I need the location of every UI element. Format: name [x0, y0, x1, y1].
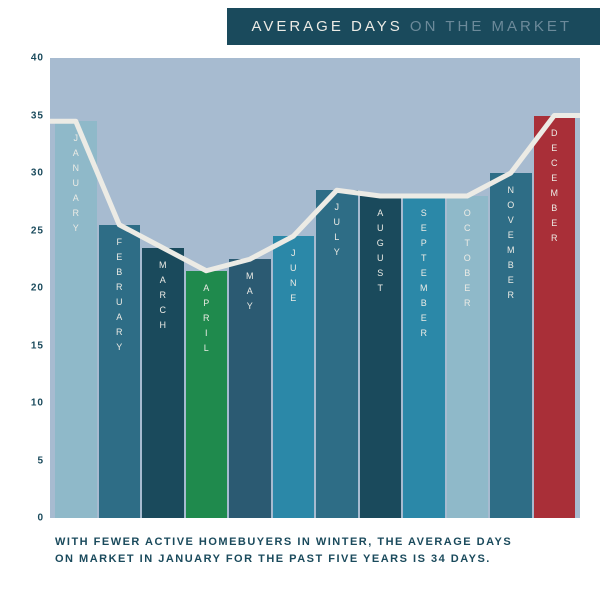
bar: OCTOBER	[447, 196, 489, 518]
bar-label: NOVEMBER	[506, 185, 516, 305]
y-tick: 0	[37, 513, 44, 524]
bar-label: JULY	[332, 202, 342, 262]
bar: SEPTEMBER	[403, 196, 445, 518]
caption: With fewer active homebuyers in winter, …	[55, 534, 535, 567]
y-tick: 10	[31, 398, 44, 409]
y-axis: 0510152025303540	[20, 58, 50, 518]
bar-label: DECEMBER	[549, 128, 559, 248]
bars-container: JANUARY FEBRUARY MARCH APRIL MAY JUNE JULY AUGU…	[50, 58, 580, 518]
bar-label: OCTOBER	[462, 208, 472, 313]
bar: JUNE	[273, 236, 315, 518]
title-part-b: ON THE MARKET	[410, 18, 572, 35]
y-tick: 40	[31, 53, 44, 64]
chart-title-banner: AVERAGE DAYS ON THE MARKET	[227, 8, 600, 45]
y-tick: 35	[31, 110, 44, 121]
bar-label: APRIL	[201, 283, 211, 358]
chart: 0510152025303540 JANUARYFEBRUARYMARCHAPR…	[20, 58, 580, 518]
bar: AUGUST	[360, 196, 402, 518]
title-part-a: AVERAGE DAYS	[251, 18, 402, 35]
y-tick: 30	[31, 168, 44, 179]
bar-label: JUNE	[288, 248, 298, 308]
bar: MAY	[229, 259, 271, 518]
bar: FEBRUARY	[99, 225, 141, 518]
bar-label: AUGUST	[375, 208, 385, 298]
bar: APRIL	[186, 271, 228, 518]
bar-label: MAY	[245, 271, 255, 316]
bar: NOVEMBER	[490, 173, 532, 518]
bar: DECEMBER	[534, 116, 576, 519]
bar-label: MARCH	[158, 260, 168, 335]
y-tick: 5	[37, 455, 44, 466]
y-tick: 20	[31, 283, 44, 294]
bar: MARCH	[142, 248, 184, 518]
y-tick: 15	[31, 340, 44, 351]
bar-label: FEBRUARY	[114, 237, 124, 357]
bar: JULY	[316, 190, 358, 518]
bar: JANUARY	[55, 121, 97, 518]
bar-label: SEPTEMBER	[419, 208, 429, 343]
y-tick: 25	[31, 225, 44, 236]
bar-label: JANUARY	[71, 133, 81, 238]
